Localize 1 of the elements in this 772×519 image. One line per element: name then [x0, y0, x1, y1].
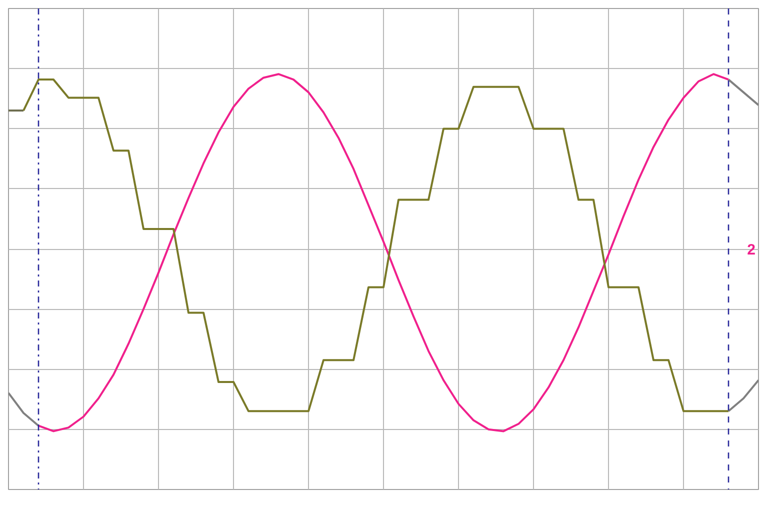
annotation: 2: [747, 242, 756, 258]
